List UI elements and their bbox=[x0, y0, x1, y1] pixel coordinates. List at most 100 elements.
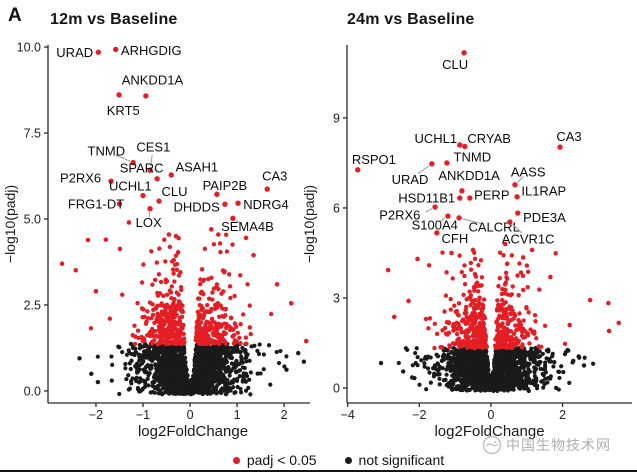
gene-point bbox=[444, 160, 450, 166]
not-significant-points bbox=[77, 341, 307, 397]
gene-label: AASS bbox=[511, 164, 546, 179]
gene-label: ASAH1 bbox=[175, 159, 218, 174]
gene-label: CA3 bbox=[556, 129, 581, 144]
gene-label: FRG1-DT bbox=[68, 196, 124, 211]
gene-point bbox=[147, 167, 153, 173]
gene-label: CFH bbox=[442, 231, 469, 246]
gene-label: ANKDD1A bbox=[438, 168, 500, 183]
volcano-panel-0: 0.0 2.5 5.0 7.5 10.0 −2 −1 0 1 2 log2FoldChange −lo… bbox=[2, 40, 310, 440]
gene-label: P2RX6 bbox=[379, 207, 420, 222]
legend: padj < 0.05 not significant bbox=[0, 452, 637, 468]
y-tick-label: 2.5 bbox=[24, 298, 41, 312]
legend-dot-significant bbox=[232, 456, 240, 464]
leader-line bbox=[115, 154, 131, 162]
gene-label: LOX bbox=[136, 215, 162, 230]
gene-label: CLU bbox=[442, 57, 468, 72]
leader-line bbox=[517, 176, 524, 183]
gene-label: URAD bbox=[392, 172, 429, 187]
gene-label: PDE3A bbox=[523, 210, 566, 225]
significant-points bbox=[385, 241, 622, 351]
gene-point bbox=[507, 219, 513, 225]
gene-label: CES1 bbox=[136, 139, 170, 154]
gene-point bbox=[467, 195, 473, 201]
watermark: 中国生物技术网 bbox=[481, 434, 611, 456]
gene-point bbox=[457, 142, 463, 148]
x-axis-title: log2FoldChange bbox=[434, 423, 544, 440]
gene-point bbox=[214, 191, 220, 197]
gene-point bbox=[445, 213, 451, 219]
gene-point bbox=[557, 144, 563, 150]
x-tick-label: −1 bbox=[136, 408, 150, 422]
watermark-text: 中国生物技术网 bbox=[506, 437, 611, 453]
x-tick-label: 1 bbox=[234, 408, 241, 422]
gene-label: PAIP2B bbox=[203, 178, 248, 193]
gene-point bbox=[264, 186, 270, 192]
gene-point bbox=[456, 215, 462, 221]
gene-point bbox=[355, 167, 361, 173]
gene-point bbox=[222, 201, 228, 207]
gene-label: ANKDD1A bbox=[122, 72, 184, 87]
gene-label: NDRG4 bbox=[243, 197, 289, 212]
gene-annotations: CLU UCHL1 CRYAB CA3 RSPO1 TNMD URAD ANKDD1A AASS… bbox=[352, 50, 582, 246]
leader-line bbox=[417, 165, 430, 175]
gene-point bbox=[432, 204, 438, 210]
gene-point bbox=[113, 46, 119, 53]
y-tick-label: 9 bbox=[333, 111, 340, 125]
x-tick-label: −2 bbox=[89, 408, 103, 422]
bottom-divider bbox=[0, 470, 637, 472]
gene-point bbox=[230, 215, 236, 222]
gene-label: CA3 bbox=[262, 169, 287, 184]
y-axis-title: −log10(padj) bbox=[2, 185, 18, 263]
y-tick-label: 3 bbox=[333, 291, 340, 305]
x-tick-label: −2 bbox=[412, 408, 426, 422]
gene-point bbox=[515, 210, 521, 216]
gene-point bbox=[461, 50, 467, 56]
gene-label: ACVR1C bbox=[502, 231, 555, 246]
gene-label: CALCRL bbox=[469, 219, 520, 234]
y-tick-label: 5.0 bbox=[24, 212, 41, 226]
gene-point bbox=[457, 195, 463, 201]
gene-label: S100A4 bbox=[412, 218, 458, 233]
legend-label-significant: padj < 0.05 bbox=[246, 452, 317, 468]
x-tick-label: 2 bbox=[559, 408, 566, 422]
gene-label: TNMD bbox=[454, 149, 492, 164]
x-axis-title: log2FoldChange bbox=[138, 423, 248, 440]
gene-point bbox=[95, 49, 102, 55]
x-tick-label: 0 bbox=[487, 408, 494, 422]
gene-label: SPARC bbox=[120, 161, 164, 176]
plot-title-24m: 24m vs Baseline bbox=[347, 11, 475, 28]
y-tick-label: 0 bbox=[333, 381, 340, 395]
x-tick-label: 2 bbox=[281, 408, 288, 422]
y-tick-label: 6 bbox=[333, 201, 340, 215]
gene-label: HSD11B1 bbox=[398, 191, 455, 206]
gene-label: RSPO1 bbox=[352, 152, 396, 167]
legend-label-not-significant: not significant bbox=[358, 452, 445, 468]
gene-annotations: URAD ARHGDIG ANKDD1A KRT5 TNMD CES1 SPARC ASAH1… bbox=[56, 43, 288, 234]
gene-label: IL1RAP bbox=[521, 183, 566, 198]
gene-label: PERP bbox=[474, 188, 509, 203]
gene-label: SEMA4B bbox=[221, 219, 274, 234]
gene-point bbox=[429, 161, 435, 167]
y-tick-label: 0.0 bbox=[24, 384, 41, 398]
gene-point bbox=[116, 201, 123, 207]
gene-point bbox=[143, 93, 149, 99]
gene-point bbox=[147, 205, 153, 212]
gene-label: KRT5 bbox=[107, 103, 140, 118]
gene-point bbox=[116, 92, 122, 98]
gene-label: UCHL1 bbox=[414, 131, 457, 146]
leader-line bbox=[425, 208, 433, 213]
leader-line bbox=[150, 154, 153, 167]
leader-line bbox=[512, 224, 523, 234]
gene-point bbox=[459, 188, 465, 194]
x-tick-label: −4 bbox=[341, 408, 355, 422]
gene-point bbox=[156, 198, 162, 204]
not-significant-points bbox=[378, 345, 596, 394]
gene-point bbox=[130, 159, 136, 166]
plot-title-12m: 12m vs Baseline bbox=[50, 11, 178, 28]
gene-point bbox=[434, 230, 440, 236]
gene-point bbox=[235, 200, 241, 206]
legend-dot-not-significant bbox=[344, 456, 352, 464]
gene-label: DHDDS bbox=[174, 200, 221, 215]
gene-point bbox=[108, 178, 114, 184]
leader-line bbox=[439, 217, 446, 223]
